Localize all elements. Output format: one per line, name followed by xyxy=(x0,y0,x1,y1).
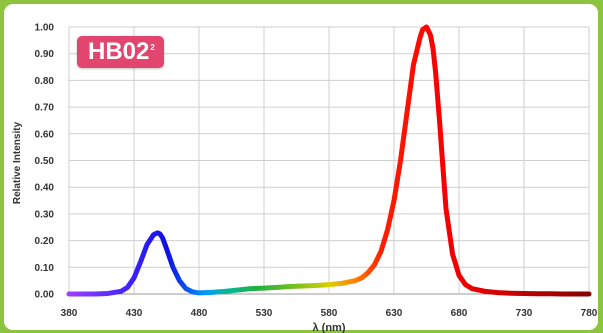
y-tick-label: 0.90 xyxy=(35,49,55,60)
y-tick-label: 0.70 xyxy=(35,103,55,114)
tick-labels: 0.00 0.10 0.20 0.30 0.40 0.50 0.60 0.70 0.80 0.90… xyxy=(35,23,598,320)
y-tick-label: 0.80 xyxy=(35,76,55,87)
product-superscript: 2 xyxy=(150,43,155,52)
y-tick-label: 0.30 xyxy=(35,209,55,220)
spectrum-line xyxy=(66,24,592,297)
y-tick-label: 0.60 xyxy=(35,129,55,140)
y-tick-label: 0.10 xyxy=(35,263,55,274)
x-tick-label: 780 xyxy=(581,308,598,319)
y-axis-label: Relative Intensity xyxy=(12,121,23,204)
grid xyxy=(68,26,590,295)
series-layer xyxy=(66,24,592,297)
x-tick-label: 730 xyxy=(516,308,533,319)
x-tick-label: 630 xyxy=(386,308,403,319)
x-tick-label: 380 xyxy=(61,308,78,319)
y-tick-label: 0.00 xyxy=(35,290,55,301)
product-badge: HB022 xyxy=(77,36,164,68)
y-tick-label: 0.50 xyxy=(35,156,55,167)
x-tick-label: 680 xyxy=(451,308,468,319)
x-tick-label: 480 xyxy=(191,308,208,319)
x-axis-label: λ (nm) xyxy=(313,322,346,333)
x-tick-label: 580 xyxy=(321,308,338,319)
x-tick-label: 530 xyxy=(256,308,273,319)
y-tick-label: 0.20 xyxy=(35,236,55,247)
x-tick-label: 430 xyxy=(126,308,143,319)
y-tick-label: 1.00 xyxy=(35,23,55,34)
product-code: HB02 xyxy=(88,38,150,65)
y-tick-label: 0.40 xyxy=(35,183,55,194)
